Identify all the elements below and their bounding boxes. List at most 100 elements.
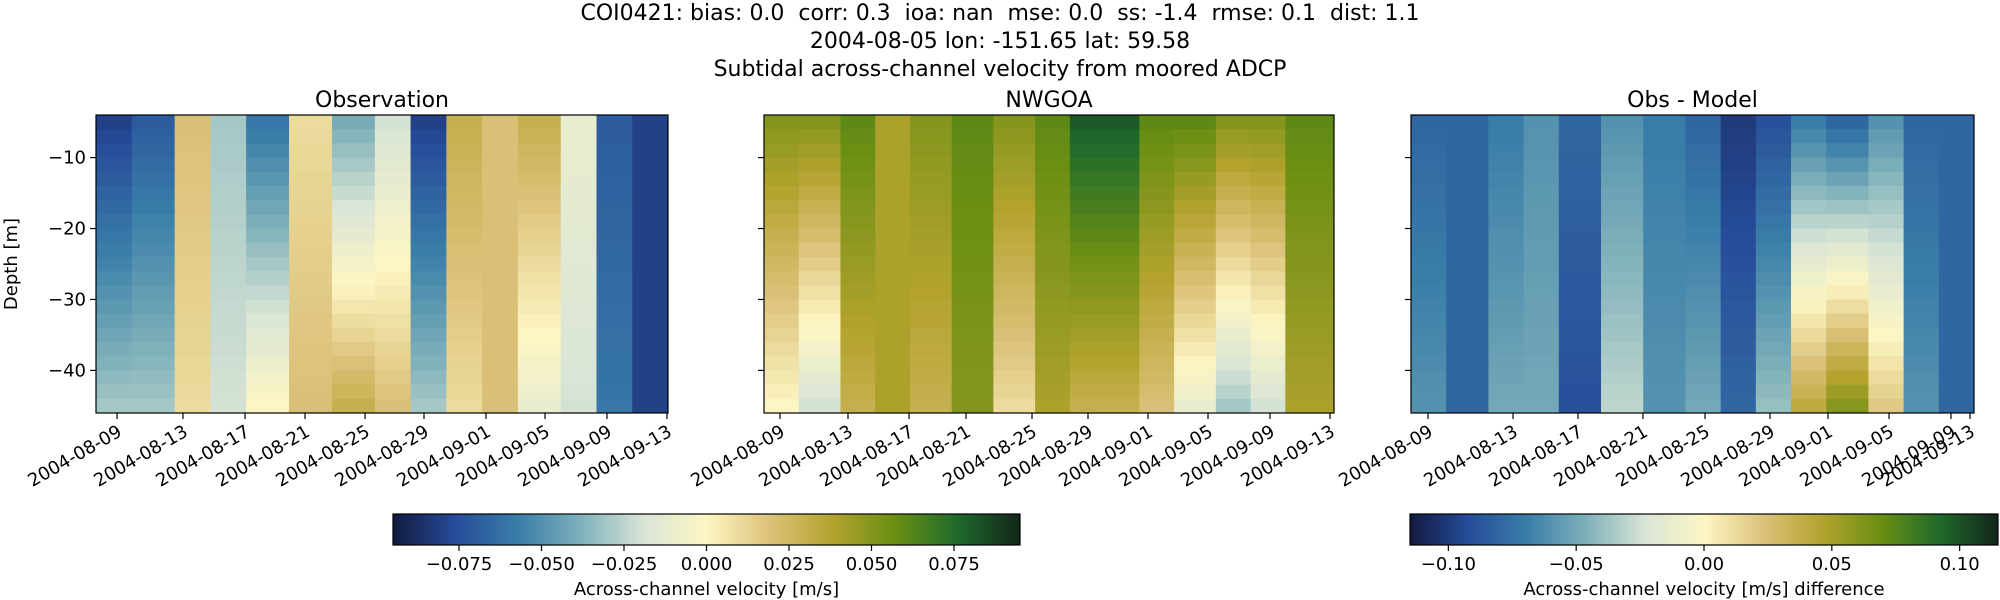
heatmap-cell <box>1069 370 1106 386</box>
heatmap-cell <box>374 256 412 272</box>
heatmap-cell <box>1558 143 1602 159</box>
heatmap-cell <box>1250 185 1286 201</box>
heatmap-cell <box>331 214 376 230</box>
heatmap-cell <box>1791 398 1827 413</box>
y-tick-label: −30 <box>48 289 86 310</box>
heatmap-cell <box>1558 200 1602 215</box>
heatmap-cell <box>1523 129 1560 144</box>
heatmap-cell <box>1488 370 1525 386</box>
heatmap-cell <box>210 327 247 343</box>
heatmap-cell <box>1446 242 1490 258</box>
heatmap-cell <box>840 299 876 315</box>
heatmap-cell <box>1903 200 1940 215</box>
figure-title-line-1: COI0421: bias: 0.0 corr: 0.3 ioa: nan ms… <box>580 1 1420 26</box>
heatmap-cell <box>909 398 953 413</box>
heatmap-cell <box>482 384 519 400</box>
heatmap-cell <box>210 228 247 244</box>
heatmap-cell <box>1791 143 1827 159</box>
heatmap-cell <box>1755 313 1792 329</box>
heatmap-cell <box>1523 356 1560 372</box>
heatmap-cell <box>1558 299 1602 315</box>
heatmap-cell <box>131 384 176 400</box>
heatmap-cell <box>798 129 842 144</box>
heatmap-cell <box>131 129 176 144</box>
heatmap-cell <box>951 256 994 272</box>
heatmap-cell <box>1411 228 1447 244</box>
heatmap-cell <box>1411 256 1447 272</box>
heatmap-cell <box>1826 370 1870 386</box>
heatmap-cell <box>446 115 483 130</box>
heatmap-cell <box>1868 214 1905 230</box>
heatmap-cell <box>1069 356 1106 372</box>
heatmap-cell <box>1174 242 1217 258</box>
heatmap-cell <box>331 129 376 144</box>
heatmap-cell <box>246 115 290 130</box>
heatmap-cell <box>798 327 842 343</box>
heatmap-cell <box>1791 285 1827 301</box>
heatmap-cell <box>1488 271 1525 286</box>
heatmap-cell <box>246 157 290 173</box>
heatmap-cell <box>1791 129 1827 144</box>
heatmap-cell <box>1755 356 1792 372</box>
heatmap-cell <box>446 200 483 215</box>
heatmap-cell <box>174 157 211 173</box>
heatmap-cell <box>1411 129 1447 144</box>
heatmap-cell <box>596 214 633 230</box>
heatmap-cell <box>374 228 412 244</box>
heatmap-cell <box>764 214 800 230</box>
heatmap-cell <box>951 185 994 201</box>
heatmap-cell <box>96 143 133 159</box>
heatmap-cell <box>1826 185 1870 201</box>
heatmap-cell <box>446 313 483 329</box>
heatmap-cell <box>1069 171 1106 187</box>
heatmap-cell <box>1601 242 1644 258</box>
heatmap-cell <box>1558 171 1602 187</box>
heatmap-cell <box>798 214 842 230</box>
heatmap-cell <box>1903 271 1940 286</box>
heatmap-cell <box>764 143 800 159</box>
heatmap-cell <box>1643 185 1687 201</box>
heatmap-cell <box>374 143 412 159</box>
heatmap-cell <box>1601 370 1644 386</box>
heatmap-cell <box>210 185 247 201</box>
heatmap-cell <box>517 214 562 230</box>
heatmap-cell <box>840 129 876 144</box>
heatmap-cell <box>1139 157 1175 173</box>
colorbar-tick-label: 0.00 <box>1684 554 1724 575</box>
heatmap-cell <box>798 256 842 272</box>
heatmap-cell <box>993 242 1036 258</box>
heatmap-cell <box>1685 356 1722 372</box>
heatmap-cell <box>1826 356 1870 372</box>
heatmap-cell <box>1285 171 1334 187</box>
heatmap-cell <box>993 129 1036 144</box>
heatmap-cell <box>174 200 211 215</box>
heatmap-cell <box>1558 342 1602 357</box>
heatmap-cell <box>1643 157 1687 173</box>
heatmap-cell <box>798 384 842 400</box>
heatmap-cell <box>764 370 800 386</box>
heatmap-cell <box>951 143 994 159</box>
heatmap-cell <box>560 228 598 244</box>
heatmap-cell <box>289 129 333 144</box>
heatmap-cell <box>517 370 562 386</box>
y-tick-label: −40 <box>48 360 86 381</box>
heatmap-cell <box>289 214 333 230</box>
heatmap-cell <box>1558 384 1602 400</box>
heatmap-cell <box>1826 327 1870 343</box>
heatmap-cell <box>1069 115 1106 130</box>
heatmap-cell <box>632 299 668 315</box>
heatmap-cell <box>632 157 668 173</box>
heatmap-cell <box>1523 271 1560 286</box>
heatmap-cell <box>560 242 598 258</box>
heatmap-cell <box>798 185 842 201</box>
heatmap-cell <box>246 185 290 201</box>
panel-1: NWGOA2004-08-092004-08-132004-08-172004-… <box>687 88 1338 492</box>
heatmap-cell <box>246 256 290 272</box>
heatmap-cell <box>374 115 412 130</box>
heatmap-cell <box>1035 370 1071 386</box>
heatmap-cell <box>1215 200 1252 215</box>
heatmap-cell <box>1826 228 1870 244</box>
heatmap-cell <box>96 200 133 215</box>
heatmap-cell <box>632 398 668 413</box>
heatmap-cell <box>96 271 133 286</box>
